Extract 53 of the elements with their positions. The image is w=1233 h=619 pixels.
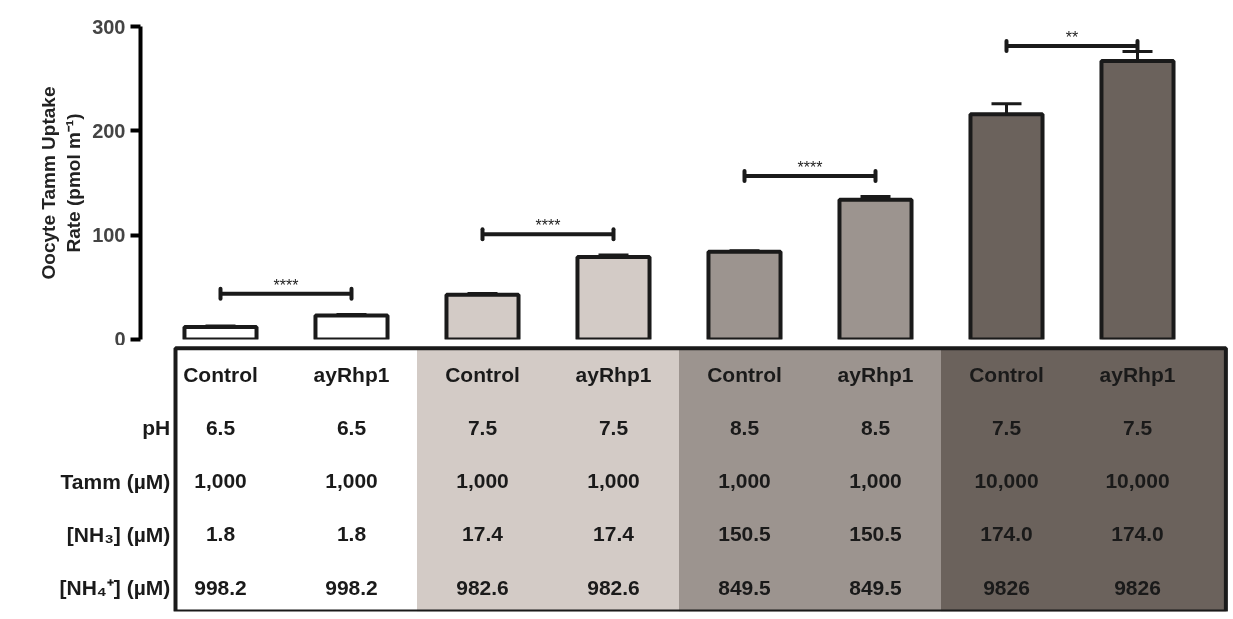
x-tick-label: ayRhp1: [313, 363, 390, 387]
text: [NH₃] (µM): [66, 522, 171, 546]
text: 1,000: [718, 469, 771, 493]
text: pH: [142, 416, 171, 440]
text: 1,000: [587, 469, 640, 493]
y-tick-label: 0: [114, 327, 126, 350]
text: 10,000: [1105, 469, 1170, 493]
text: 982.6: [587, 575, 640, 599]
text: 1.8: [205, 522, 236, 546]
x-tick-label: Control: [445, 363, 520, 387]
text: 10,000: [974, 469, 1039, 493]
text: 150.5: [718, 522, 772, 546]
x-tick-label: Control: [969, 363, 1044, 387]
y-tick-label: 200: [92, 119, 126, 142]
text: 8.5: [860, 415, 891, 439]
text: 8.5: [729, 415, 760, 439]
x-tick-label: Control: [707, 363, 782, 387]
text: 7.5: [991, 415, 1022, 439]
text: 1,000: [325, 469, 378, 493]
text: [NH₄⁺] (µM): [59, 576, 171, 600]
text: 1,000: [456, 469, 509, 493]
text: 1,000: [849, 469, 902, 493]
x-tick-label: Control: [183, 363, 258, 387]
x-tick-label: ayRhp1: [837, 363, 914, 387]
text: 9826: [1114, 575, 1161, 599]
annotation: ****: [535, 217, 561, 235]
text: 9826: [983, 575, 1030, 599]
text: 998.2: [325, 575, 378, 599]
text: 6.5: [336, 415, 367, 439]
text: 7.5: [467, 415, 498, 439]
x-tick-label: ayRhp1: [1099, 363, 1176, 387]
text: 150.5: [849, 522, 903, 546]
text: 174.0: [1111, 522, 1164, 546]
y-axis-title: Oocyte Tamm Uptake Rate (pmol m⁻¹): [37, 86, 85, 280]
y-tick-label: 300: [92, 15, 126, 38]
annotation: ****: [797, 158, 823, 176]
y-tick-label: 100: [92, 224, 126, 247]
x-tick-label: ayRhp1: [575, 363, 652, 387]
text: 17.4: [593, 522, 635, 546]
text: 174.0: [980, 522, 1033, 546]
text: 849.5: [718, 575, 772, 599]
text: 982.6: [456, 575, 509, 599]
text: 7.5: [1122, 415, 1153, 439]
text: 7.5: [598, 415, 629, 439]
text: 998.2: [194, 575, 247, 599]
text: Tamm (µM): [60, 469, 171, 493]
text: 1,000: [194, 469, 247, 493]
annotation: ****: [273, 276, 299, 294]
text: 849.5: [849, 575, 903, 599]
annotation: **: [1065, 28, 1079, 46]
text: 1.8: [336, 522, 367, 546]
text: 6.5: [205, 415, 236, 439]
text: 17.4: [462, 522, 504, 546]
